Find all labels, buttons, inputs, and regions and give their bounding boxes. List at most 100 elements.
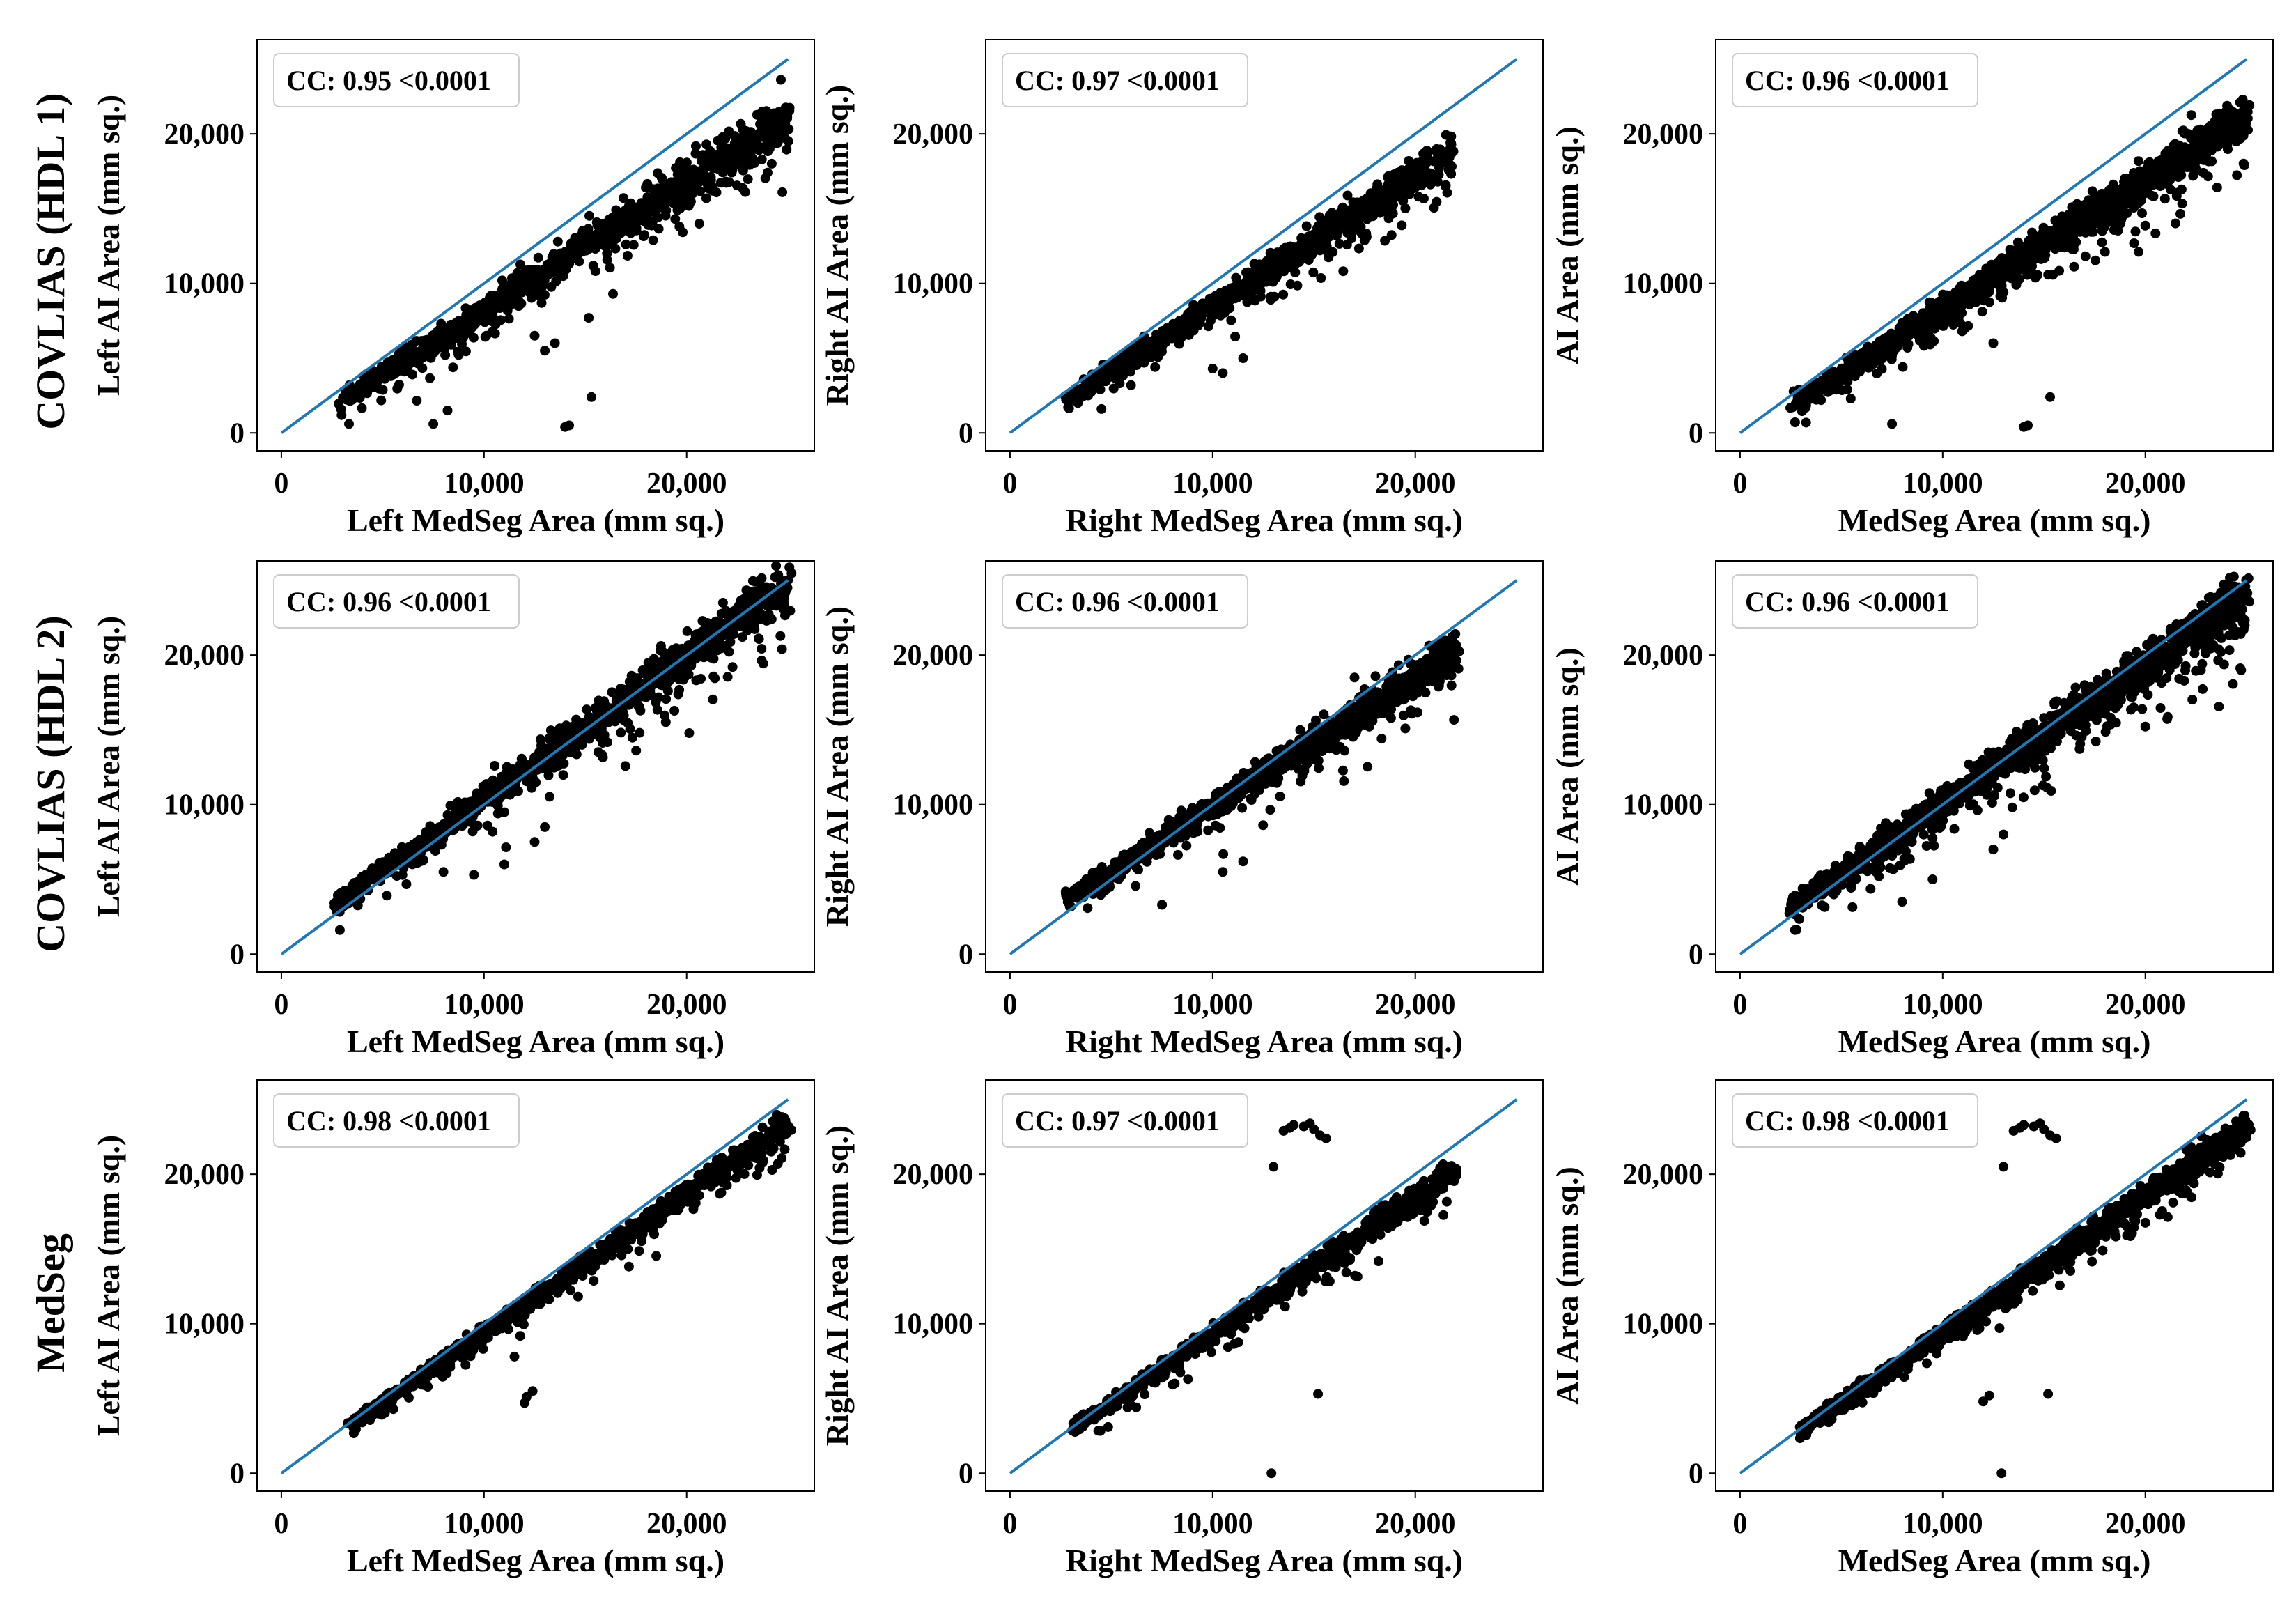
data-point bbox=[1377, 199, 1388, 209]
data-point bbox=[670, 176, 681, 187]
data-point bbox=[487, 316, 497, 327]
data-point bbox=[1900, 322, 1911, 332]
data-point bbox=[766, 158, 777, 169]
data-point bbox=[1117, 371, 1128, 381]
data-point bbox=[672, 187, 683, 198]
data-point bbox=[392, 383, 403, 394]
data-point bbox=[467, 319, 477, 330]
data-point bbox=[480, 332, 490, 342]
data-point bbox=[460, 346, 471, 357]
data-point bbox=[616, 727, 626, 738]
data-point bbox=[708, 185, 718, 196]
data-point bbox=[1362, 214, 1372, 224]
data-point bbox=[2140, 220, 2150, 231]
data-point bbox=[1331, 226, 1342, 236]
data-point bbox=[583, 242, 594, 252]
data-point bbox=[1226, 315, 1236, 325]
data-point bbox=[2129, 238, 2139, 248]
data-point bbox=[602, 248, 612, 259]
data-point bbox=[1380, 236, 1390, 246]
data-point bbox=[1285, 279, 1296, 289]
data-point bbox=[2123, 180, 2133, 190]
data-point bbox=[760, 173, 770, 183]
data-point bbox=[2150, 228, 2161, 238]
data-point bbox=[1353, 243, 1364, 254]
data-point bbox=[553, 751, 564, 762]
data-point bbox=[2100, 247, 2110, 257]
data-point bbox=[1863, 341, 1873, 352]
data-point bbox=[619, 210, 630, 221]
data-point bbox=[631, 746, 642, 756]
data-point bbox=[459, 805, 470, 815]
data-point bbox=[2095, 219, 2105, 229]
data-point bbox=[1407, 174, 1418, 185]
data-point bbox=[737, 632, 747, 642]
data-point bbox=[1386, 202, 1397, 213]
data-point bbox=[1903, 331, 1914, 341]
data-point bbox=[394, 364, 405, 374]
data-point bbox=[1429, 170, 1440, 180]
data-point bbox=[1971, 298, 1981, 307]
data-point bbox=[669, 672, 680, 682]
data-point bbox=[736, 118, 746, 129]
data-point bbox=[656, 641, 666, 651]
data-point bbox=[684, 728, 695, 738]
data-point bbox=[1266, 295, 1276, 305]
data-point bbox=[2180, 128, 2190, 139]
data-point bbox=[595, 227, 605, 237]
data-point bbox=[557, 735, 567, 746]
data-point bbox=[2159, 194, 2170, 204]
data-point bbox=[731, 151, 742, 162]
data-point bbox=[480, 298, 490, 309]
data-point bbox=[701, 193, 711, 203]
data-point bbox=[777, 187, 788, 197]
data-point bbox=[648, 235, 658, 245]
data-point bbox=[2013, 249, 2024, 259]
data-point bbox=[352, 886, 362, 897]
data-point bbox=[1180, 319, 1190, 330]
data-point bbox=[1176, 332, 1186, 343]
data-point bbox=[1400, 180, 1411, 190]
data-point bbox=[1801, 417, 1811, 428]
data-point bbox=[672, 205, 683, 215]
data-point bbox=[617, 704, 628, 714]
data-point bbox=[1397, 165, 1407, 176]
data-point bbox=[1139, 357, 1149, 368]
data-point bbox=[763, 609, 774, 619]
data-point bbox=[502, 300, 512, 311]
data-point bbox=[1435, 144, 1445, 155]
data-point bbox=[2171, 187, 2182, 198]
y-axis-label: AI Area (mm sq.) bbox=[1549, 126, 1585, 364]
data-point bbox=[1224, 287, 1234, 298]
data-point bbox=[366, 866, 377, 877]
data-point bbox=[610, 716, 620, 727]
data-point bbox=[1317, 223, 1327, 233]
data-point bbox=[488, 826, 498, 837]
data-point bbox=[465, 311, 475, 322]
data-point bbox=[718, 598, 728, 608]
data-point bbox=[1446, 131, 1457, 141]
data-point bbox=[466, 796, 476, 807]
data-point bbox=[757, 573, 767, 583]
data-point bbox=[771, 592, 782, 601]
data-point bbox=[479, 783, 490, 794]
data-point bbox=[1989, 270, 2000, 280]
data-point bbox=[681, 157, 692, 168]
data-point bbox=[1334, 238, 1344, 249]
data-point bbox=[1977, 307, 1987, 317]
cc-annotation-box bbox=[1732, 53, 1978, 107]
data-point bbox=[499, 807, 510, 817]
data-point bbox=[757, 154, 767, 164]
outlier-point bbox=[550, 338, 560, 348]
data-point bbox=[2171, 218, 2180, 229]
data-point bbox=[777, 644, 787, 654]
data-point bbox=[642, 192, 653, 202]
data-point bbox=[2134, 247, 2144, 257]
data-point bbox=[425, 373, 435, 383]
data-point bbox=[1442, 151, 1452, 161]
data-point bbox=[1342, 190, 1353, 201]
data-point bbox=[1088, 380, 1099, 390]
data-point bbox=[1290, 267, 1301, 277]
data-point bbox=[2153, 156, 2164, 167]
data-point bbox=[2104, 197, 2115, 208]
